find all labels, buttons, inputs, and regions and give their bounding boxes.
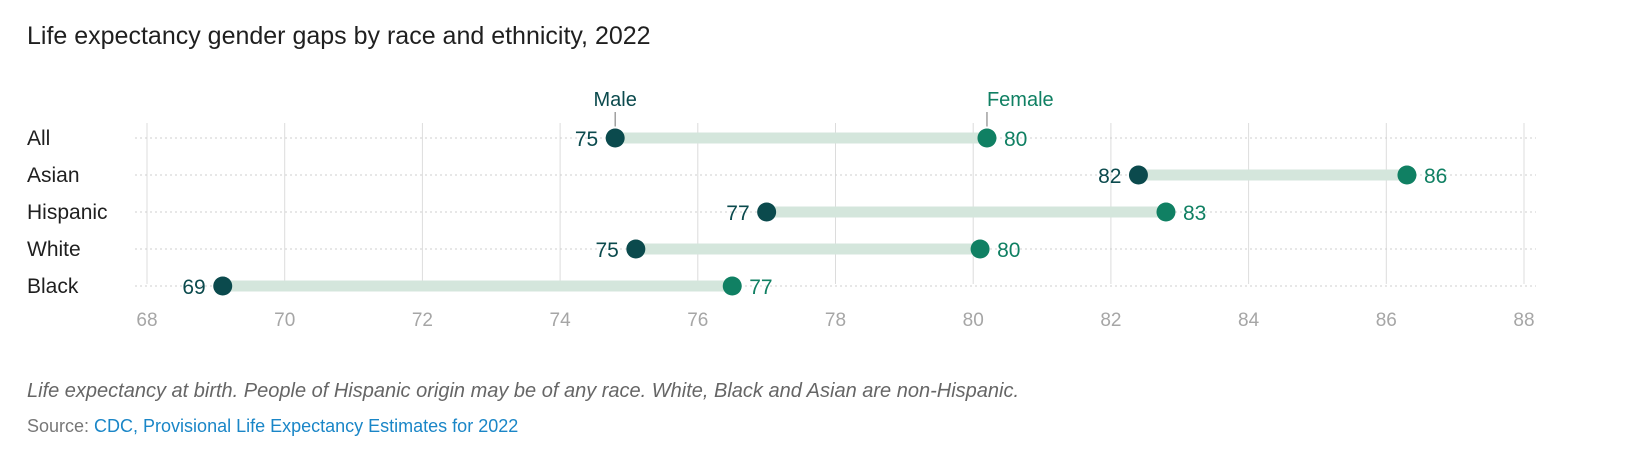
category-label: Asian [27, 164, 80, 187]
female-dot [1397, 165, 1417, 185]
inline-legend: Male Female [594, 89, 1054, 127]
x-tick-label: 72 [412, 310, 433, 331]
x-tick-label: 80 [963, 310, 984, 331]
x-tick-label: 88 [1513, 310, 1534, 331]
female-value-label: 86 [1424, 165, 1447, 188]
category-label: Black [27, 275, 79, 298]
female-dot [970, 239, 990, 259]
source-link[interactable]: CDC, Provisional Life Expectancy Estimat… [94, 416, 519, 436]
male-dot [757, 202, 777, 222]
male-value-label: 75 [595, 239, 618, 262]
source-prefix: Source: [27, 416, 95, 436]
x-tick-label: 68 [136, 310, 157, 331]
male-value-label: 82 [1098, 165, 1121, 188]
x-tick-label: 76 [687, 310, 708, 331]
chart-note: Life expectancy at birth. People of Hisp… [27, 380, 1020, 402]
legend-label-male: Male [594, 89, 637, 111]
female-value-label: 77 [749, 276, 772, 299]
x-tick-label: 78 [825, 310, 846, 331]
female-dot [722, 276, 742, 296]
male-value-label: 69 [182, 276, 205, 299]
category-label: Hispanic [27, 201, 108, 224]
grid-lines [135, 123, 1536, 287]
male-dot [213, 276, 233, 296]
female-dot [977, 128, 997, 148]
x-axis-tick-labels: 68 70 72 74 76 78 80 82 84 86 88 [136, 310, 1534, 331]
female-value-label: 80 [997, 239, 1020, 262]
x-tick-label: 86 [1376, 310, 1397, 331]
category-label: All [27, 127, 50, 150]
male-dot [626, 239, 646, 259]
source-line: Source: CDC, Provisional Life Expectancy… [27, 416, 518, 437]
male-value-label: 77 [726, 202, 749, 225]
male-value-label: 75 [575, 128, 598, 151]
chart-title: Life expectancy gender gaps by race and … [27, 22, 651, 50]
category-label: White [27, 238, 81, 261]
x-tick-label: 74 [550, 310, 572, 331]
x-tick-label: 70 [274, 310, 295, 331]
data-points [213, 128, 1417, 296]
x-tick-label: 84 [1238, 310, 1260, 331]
male-dot [605, 128, 625, 148]
legend-label-female: Female [987, 89, 1054, 111]
dot-range-chart: 75 80 82 86 77 83 75 80 69 77 All Asian Hispanic Whi… [27, 89, 1536, 331]
category-labels: All Asian Hispanic White Black [27, 127, 108, 298]
x-tick-label: 82 [1100, 310, 1121, 331]
female-value-label: 80 [1004, 128, 1027, 151]
female-value-label: 83 [1183, 202, 1206, 225]
female-dot [1156, 202, 1176, 222]
value-labels: 75 80 82 86 77 83 75 80 69 77 [182, 128, 1447, 299]
male-dot [1128, 165, 1148, 185]
range-bars [222, 132, 1407, 292]
